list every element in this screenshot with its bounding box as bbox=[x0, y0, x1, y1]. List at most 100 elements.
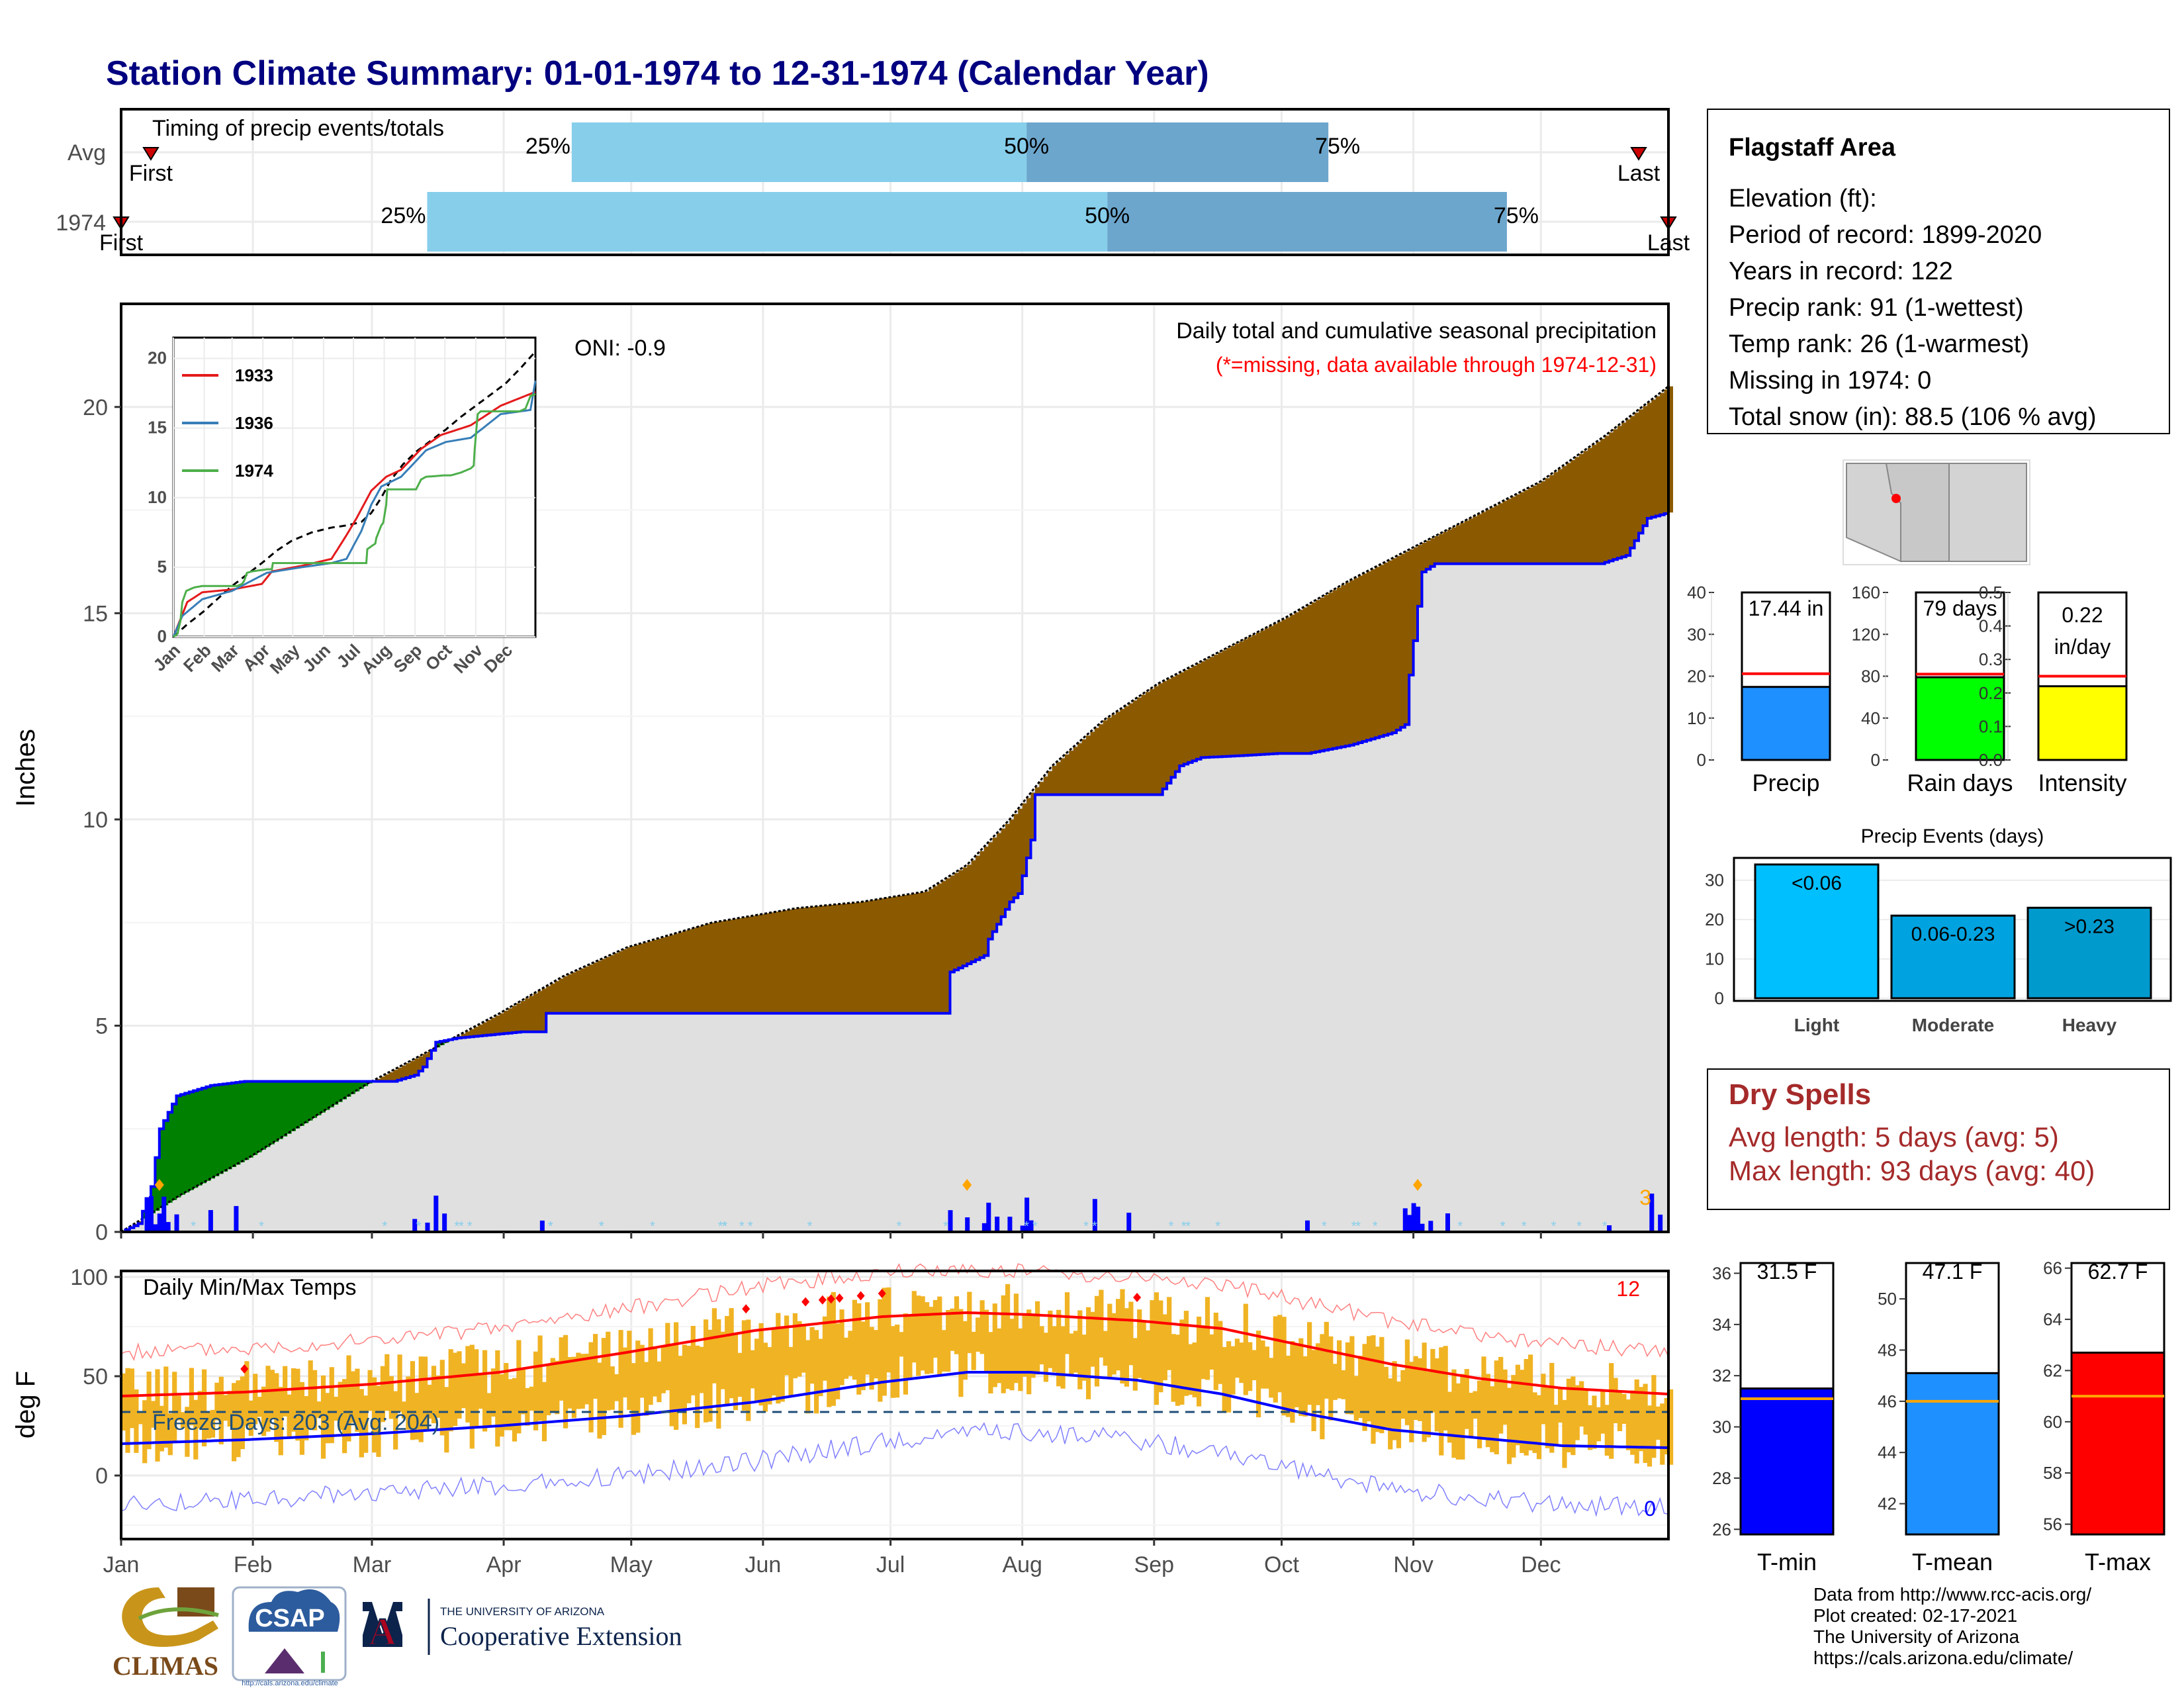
timing-row-avg-label: Avg bbox=[68, 140, 106, 165]
daily-precip-bar bbox=[412, 1219, 418, 1232]
temp-y-axis-label: deg F bbox=[11, 1371, 40, 1438]
snow-marker: * bbox=[739, 1219, 745, 1234]
daily-precip-bar bbox=[986, 1202, 991, 1232]
events-bar-text-0: <0.06 bbox=[1792, 872, 1842, 894]
month-label-4: May bbox=[610, 1552, 653, 1577]
precip-panel-title: Daily total and cumulative seasonal prec… bbox=[1176, 318, 1657, 344]
precip-ytick-label-4: 20 bbox=[83, 395, 108, 420]
daily-precip-bar bbox=[1420, 1223, 1425, 1232]
snow-marker: * bbox=[1169, 1219, 1174, 1234]
climas-logo-text: CLIMAS bbox=[113, 1651, 218, 1681]
daily-precip-bar bbox=[165, 1222, 171, 1232]
timing-p25-label-0: 25% bbox=[525, 134, 570, 159]
station-name: Flagstaff Area bbox=[1729, 134, 1896, 162]
temp-ytick-label-2: 100 bbox=[70, 1265, 108, 1290]
temp-summary-tick-label-2-4: 64 bbox=[2043, 1309, 2062, 1329]
events-tick-label-2: 20 bbox=[1705, 910, 1724, 929]
summary-tick-label-2-2: 0.2 bbox=[1979, 683, 2003, 703]
temp-y-axis: 0 50 100 bbox=[70, 1265, 121, 1489]
daily-precip-bar bbox=[1428, 1221, 1433, 1232]
inset-legend-label-1933: 1933 bbox=[235, 365, 273, 385]
timing-label: Timing of precip events/totals bbox=[152, 116, 444, 141]
snow-marker: * bbox=[1181, 1219, 1187, 1234]
month-label-11: Dec bbox=[1521, 1552, 1561, 1577]
summary-tick-label-1-3: 120 bbox=[1852, 624, 1880, 644]
snow-marker: * bbox=[1351, 1219, 1357, 1234]
temp-bars bbox=[121, 1284, 1674, 1468]
month-label-7: Aug bbox=[1002, 1552, 1042, 1577]
daily-precip-bar bbox=[1445, 1213, 1450, 1232]
summary-bar-2 bbox=[2037, 685, 2128, 761]
summary-tick-label-2-3: 0.3 bbox=[1979, 649, 2003, 669]
temp-summary-bar-2 bbox=[2070, 1351, 2165, 1536]
summary-tick-label-1-1: 40 bbox=[1861, 708, 1880, 728]
footer-line-1: Plot created: 02-17-2021 bbox=[1813, 1605, 2017, 1626]
station-info-line-4: Temp rank: 26 (1-warmest) bbox=[1729, 330, 2029, 358]
month-label-10: Nov bbox=[1393, 1552, 1433, 1577]
timing-bar-p25-p50-1 bbox=[427, 192, 1108, 252]
station-info-line-3: Precip rank: 91 (1-wettest) bbox=[1729, 294, 2024, 322]
temp-summary-tick-label-2-2: 60 bbox=[2043, 1412, 2062, 1432]
events-bar-text-1: 0.06-0.23 bbox=[1911, 923, 1995, 945]
ua-letter: A bbox=[369, 1610, 396, 1653]
summary-value-0: 17.44 in bbox=[1749, 596, 1824, 620]
footer-credits: Data from http://www.rcc-acis.org/Plot c… bbox=[1813, 1584, 2091, 1668]
temp-summary-tick-label-0-0: 26 bbox=[1712, 1519, 1731, 1539]
csap-cactus-icon bbox=[321, 1652, 325, 1673]
ua-extension-logo: A THE UNIVERSITY OF ARIZONA Cooperative … bbox=[363, 1599, 682, 1655]
climas-swoosh-icon bbox=[122, 1587, 218, 1647]
snow-marker: * bbox=[1373, 1219, 1378, 1234]
snow-marker: * bbox=[416, 1219, 422, 1234]
record-high-marker bbox=[878, 1289, 886, 1298]
daily-precip-bar bbox=[161, 1196, 167, 1232]
precip-panel-frame bbox=[120, 303, 1670, 1233]
snow-marker: * bbox=[455, 1219, 460, 1234]
temperature-bar-charts: 26 28 30 32 34 36 31.5 F T-min 42 44 46 48 50 47.1 F T… bbox=[1712, 1258, 2165, 1575]
events-bar-2 bbox=[2026, 906, 2152, 1000]
daily-precip-bar bbox=[1411, 1203, 1416, 1232]
temp-summary-label-1: T-mean bbox=[1912, 1548, 1993, 1575]
events-tick-label-0: 0 bbox=[1715, 988, 1724, 1008]
last-event-label-0: Last bbox=[1617, 161, 1661, 186]
temp-summary-value-2: 62.7 F bbox=[2088, 1260, 2148, 1284]
events-bar-text-2: >0.23 bbox=[2064, 915, 2115, 937]
temp-summary-tick-label-1-1: 44 bbox=[1878, 1442, 1897, 1462]
daily-precip-bar bbox=[1416, 1206, 1421, 1232]
temp-summary-tick-label-1-0: 42 bbox=[1878, 1494, 1897, 1514]
events-bar-1 bbox=[1890, 914, 2016, 1000]
station-info-lines: Elevation (ft): Period of record: 1899-20… bbox=[1729, 185, 2097, 431]
temp-summary-label-2: T-max bbox=[2085, 1548, 2151, 1575]
record-high-marker bbox=[835, 1293, 844, 1303]
summary-label-1: Rain days bbox=[1907, 769, 2013, 796]
temp-summary-tick-label-0-5: 36 bbox=[1712, 1263, 1731, 1283]
ua-line1: THE UNIVERSITY OF ARIZONA bbox=[440, 1605, 605, 1618]
ua-line2: Cooperative Extension bbox=[440, 1621, 682, 1651]
station-info-line-2: Years in record: 122 bbox=[1729, 258, 1953, 285]
snow-marker: * bbox=[1322, 1219, 1327, 1234]
events-tick-label-3: 30 bbox=[1705, 870, 1724, 890]
snow-marker: * bbox=[722, 1219, 727, 1234]
month-label-6: Jul bbox=[876, 1552, 905, 1577]
snow-marker: * bbox=[1500, 1219, 1506, 1234]
month-label-1: Feb bbox=[234, 1552, 273, 1577]
snow-marker: * bbox=[1215, 1219, 1220, 1234]
page-title: Station Climate Summary: 01-01-1974 to 1… bbox=[106, 54, 1209, 93]
first-event-label-0: First bbox=[129, 161, 173, 186]
temp-summary-tick-label-0-2: 30 bbox=[1712, 1417, 1731, 1437]
daily-precip-bar bbox=[1126, 1212, 1132, 1232]
inset-series-1974 bbox=[173, 393, 536, 638]
temp-summary-label-0: T-min bbox=[1757, 1548, 1817, 1575]
summary-tick-label-0-0: 0 bbox=[1697, 750, 1706, 770]
daily-precip-bar bbox=[174, 1214, 179, 1232]
month-label-5: Jun bbox=[745, 1552, 781, 1577]
temp-summary-value-0: 31.5 F bbox=[1757, 1260, 1817, 1284]
temp-summary-tick-label-0-3: 32 bbox=[1712, 1366, 1731, 1385]
record-high-marker bbox=[801, 1297, 810, 1307]
snow-marker: * bbox=[1522, 1219, 1527, 1234]
summary-tick-label-1-0: 0 bbox=[1871, 750, 1880, 770]
summary-tick-label-2-0: 0.0 bbox=[1979, 750, 2003, 770]
summary-value-1: 79 days bbox=[1923, 596, 1997, 620]
timing-p50-label-1: 50% bbox=[1085, 203, 1130, 228]
summary-tick-label-1-2: 80 bbox=[1861, 667, 1880, 686]
